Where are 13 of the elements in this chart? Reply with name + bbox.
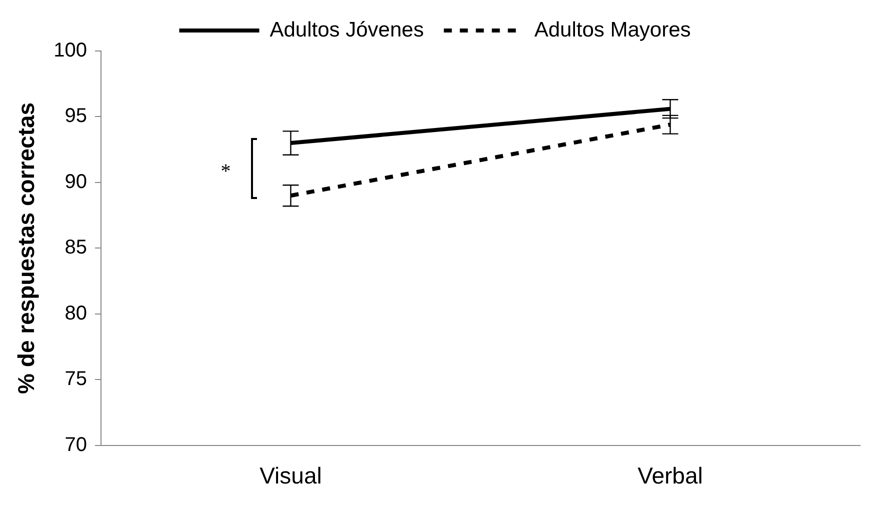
- annotation: *: [220, 160, 231, 183]
- y-tick-label: 100: [54, 40, 87, 62]
- y-tick-label: 85: [64, 236, 87, 259]
- y-tick-label: 80: [64, 302, 87, 324]
- y-tick-label: 75: [64, 368, 87, 390]
- y-tick-label: 95: [64, 105, 87, 128]
- y-axis-title: % de respuestas correctas: [13, 102, 40, 394]
- x-tick-label: Visual: [260, 462, 322, 489]
- legend-label: Adultos Jóvenes: [270, 18, 424, 42]
- legend-label: Adultos Mayores: [534, 18, 691, 42]
- x-tick-label: Verbal: [638, 462, 703, 489]
- y-tick-label: 90: [64, 170, 87, 193]
- y-tick-label: 70: [64, 434, 87, 456]
